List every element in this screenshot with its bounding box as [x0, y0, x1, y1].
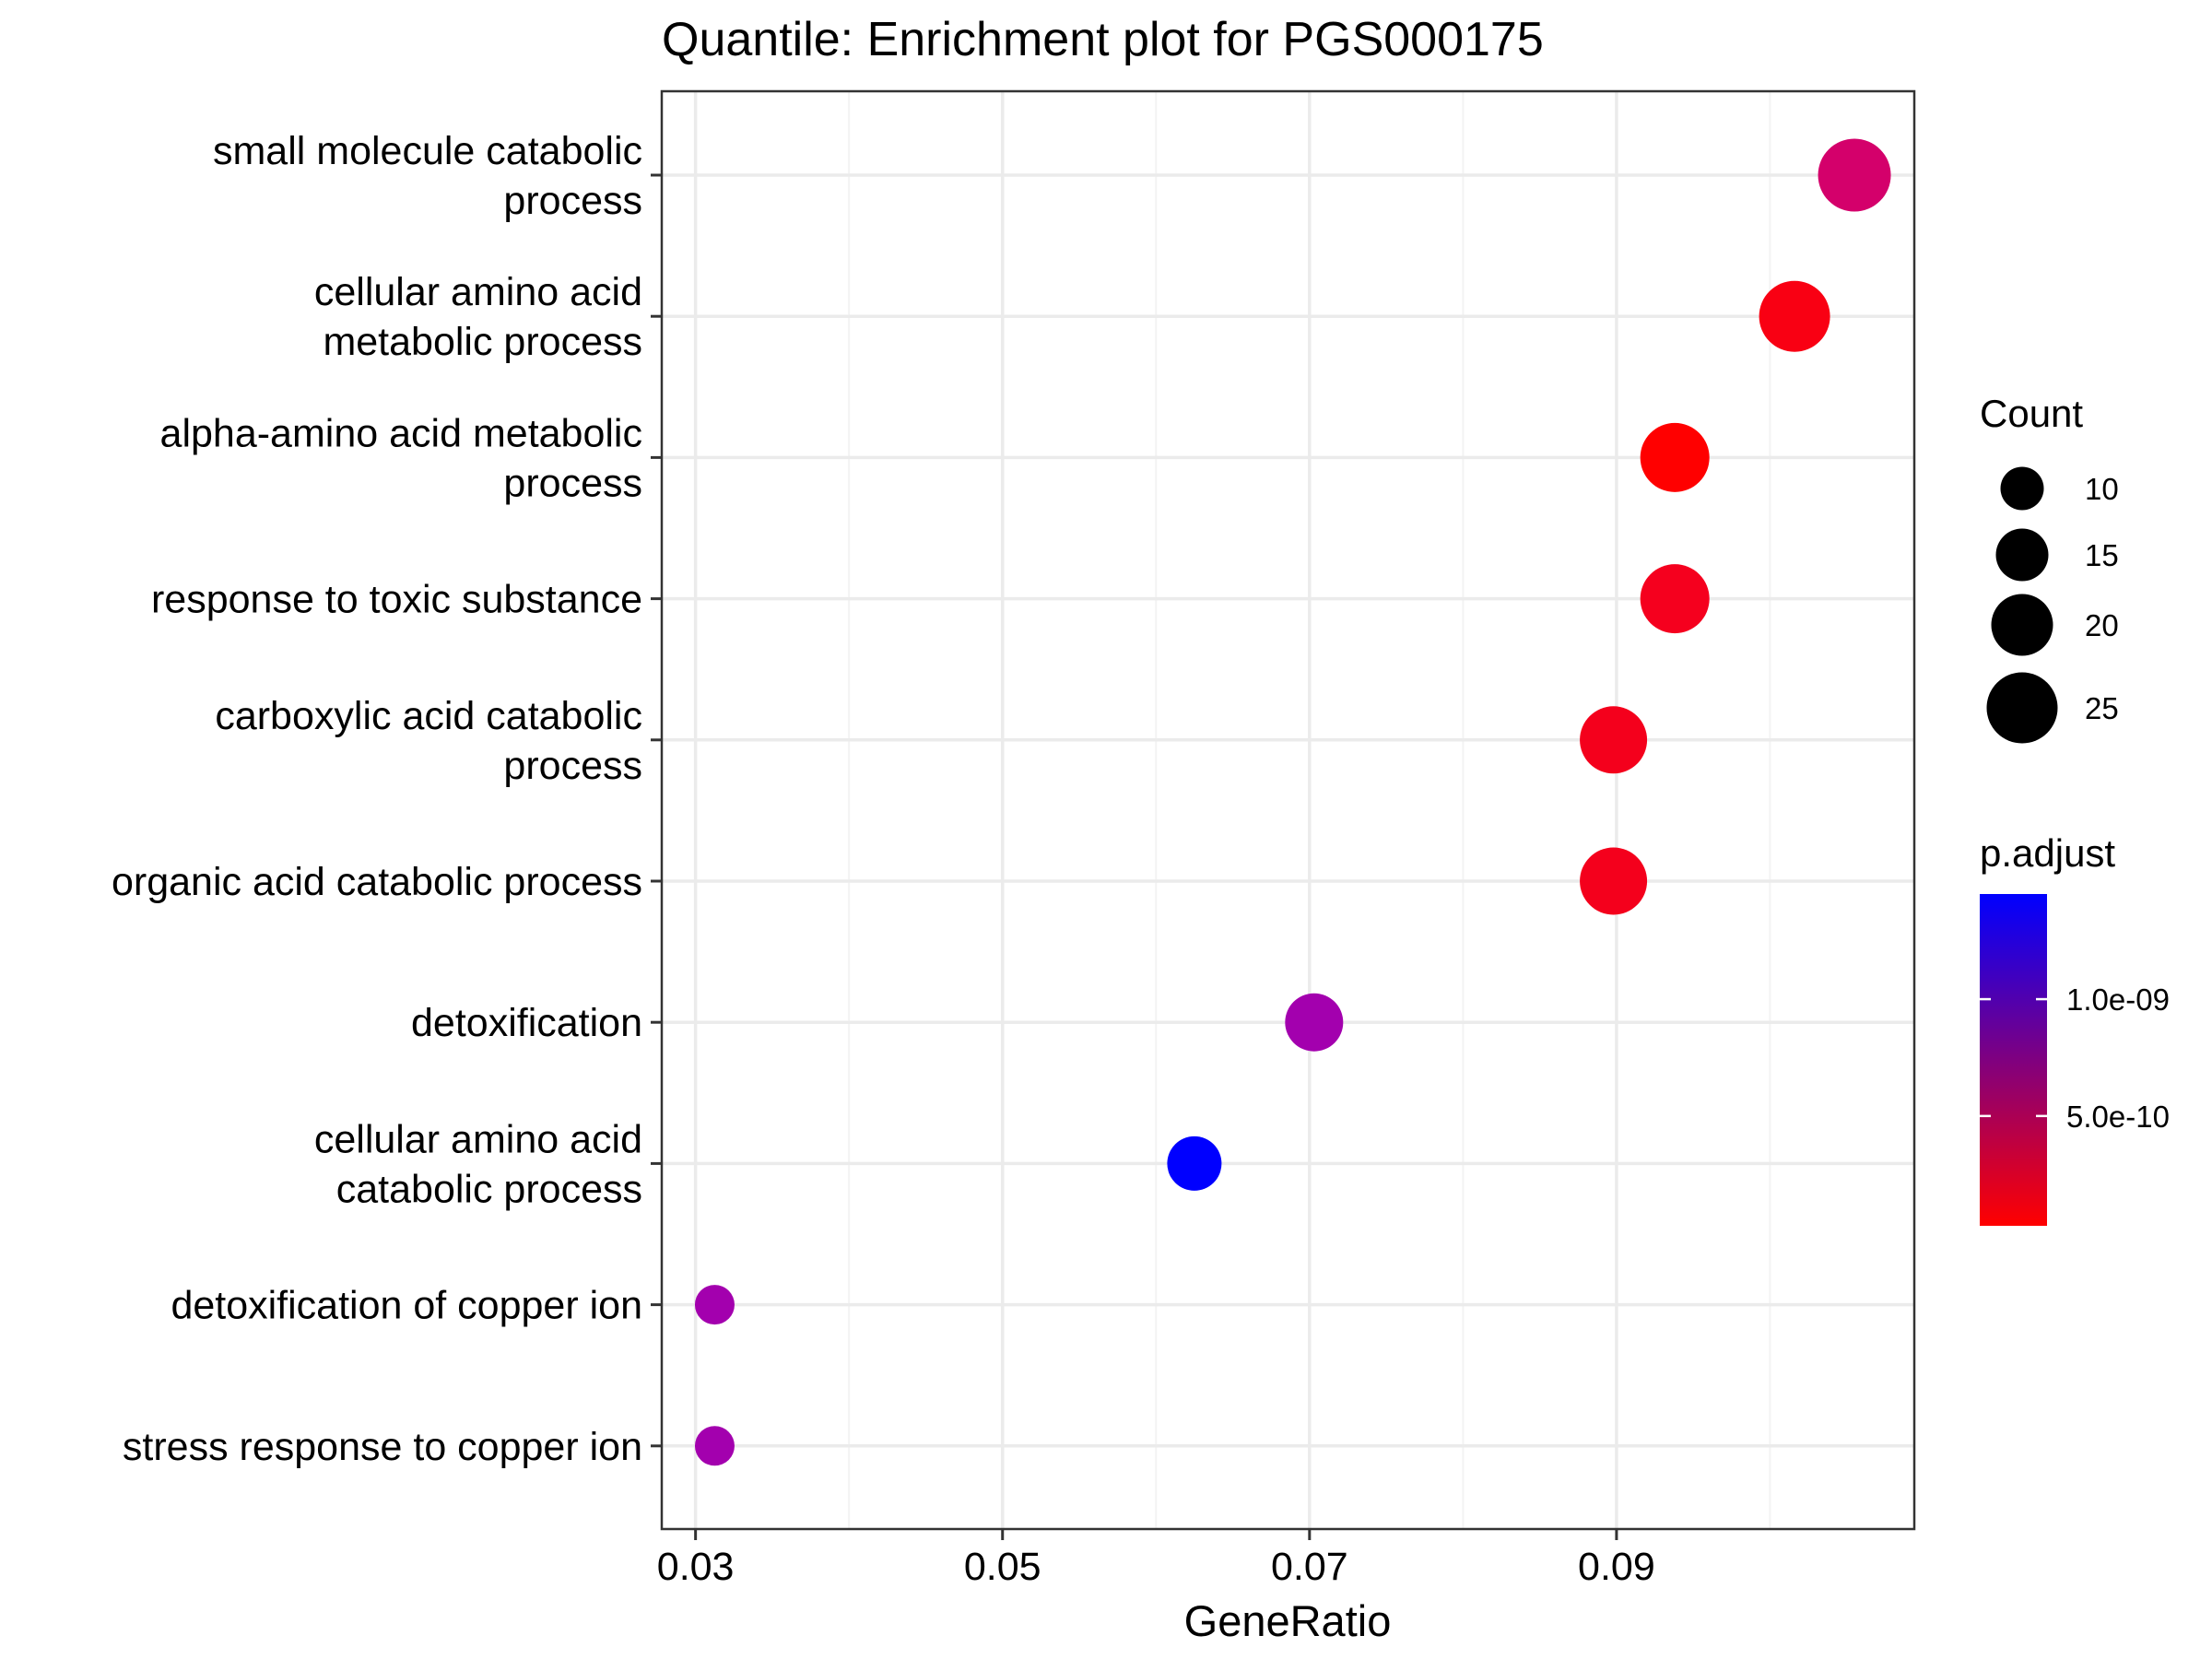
grid: [662, 91, 1914, 1529]
y-category-label-line: catabolic process: [336, 1167, 642, 1211]
data-point: [1167, 1135, 1222, 1191]
data-point: [1640, 564, 1710, 634]
data-point: [1818, 138, 1891, 212]
y-category-label-line: process: [503, 461, 642, 505]
legend-count-key: [1995, 528, 2049, 582]
x-tick-label: 0.07: [1271, 1545, 1348, 1589]
y-category-label: small molecule catabolic process: [213, 129, 642, 223]
data-point: [1285, 993, 1344, 1052]
y-category-label-line: small molecule catabolic: [213, 129, 642, 173]
legend-count: Count 10 15 20 25: [1980, 392, 2119, 744]
data-points: [694, 138, 1891, 1466]
legend-count-title: Count: [1980, 392, 2083, 435]
y-category-label: detoxification: [411, 1001, 642, 1045]
x-axis-title: GeneRatio: [1184, 1596, 1392, 1645]
legend-count-label: 25: [2085, 691, 2119, 725]
x-tick-label: 0.09: [1578, 1545, 1655, 1589]
legend-count-key: [1991, 594, 2053, 656]
x-axis: 0.03 0.05 0.07 0.09: [657, 1529, 1655, 1589]
legend-count-key: [1986, 672, 2058, 744]
y-category-label: cellular amino acid metabolic process: [314, 270, 642, 364]
legend-p-adjust-title: p.adjust: [1980, 831, 2115, 875]
y-category-label-line: organic acid catabolic process: [112, 860, 642, 904]
color-bar: [1980, 894, 2047, 1226]
y-axis: small molecule catabolic process cellular …: [112, 129, 662, 1469]
legend-count-key: [2000, 466, 2044, 511]
color-bar-label: 5.0e-10: [2066, 1100, 2170, 1134]
chart-title: Quantile: Enrichment plot for PGS000175: [662, 13, 1544, 66]
y-category-label: organic acid catabolic process: [112, 860, 642, 904]
data-point: [1640, 422, 1710, 492]
y-category-label: stress response to copper ion: [123, 1425, 642, 1469]
legend-count-label: 10: [2085, 472, 2119, 506]
data-point: [1759, 280, 1830, 352]
legend-count-label: 15: [2085, 538, 2119, 572]
y-category-label-line: alpha-amino acid metabolic: [160, 411, 642, 455]
data-point: [1580, 847, 1648, 915]
legend-count-label: 20: [2085, 608, 2119, 642]
data-point: [694, 1426, 735, 1466]
color-bar-label: 1.0e-09: [2066, 982, 2170, 1017]
x-tick-label: 0.05: [964, 1545, 1041, 1589]
y-category-label-line: process: [503, 744, 642, 788]
y-category-label-line: metabolic process: [323, 320, 642, 364]
data-point: [694, 1285, 735, 1325]
y-category-label-line: detoxification of copper ion: [171, 1284, 642, 1328]
x-tick-label: 0.03: [657, 1545, 735, 1589]
y-category-label-line: process: [503, 179, 642, 223]
y-category-label-line: detoxification: [411, 1001, 642, 1045]
y-category-label: carboxylic acid catabolic process: [215, 694, 642, 788]
y-category-label-line: cellular amino acid: [314, 1117, 642, 1161]
y-category-label-line: response to toxic substance: [151, 578, 642, 622]
y-category-label: alpha-amino acid metabolic process: [160, 411, 642, 505]
y-category-label-line: cellular amino acid: [314, 270, 642, 314]
data-point: [1580, 706, 1648, 774]
y-category-label: cellular amino acid catabolic process: [314, 1117, 642, 1211]
legend-p-adjust: p.adjust 1.0e-09 5.0e-10: [1980, 831, 2170, 1226]
y-category-label-line: stress response to copper ion: [123, 1425, 642, 1469]
y-category-label: detoxification of copper ion: [171, 1284, 642, 1328]
panel-border: [660, 89, 1916, 1531]
y-category-label-line: carboxylic acid catabolic: [215, 694, 642, 738]
y-category-label: response to toxic substance: [151, 578, 642, 622]
